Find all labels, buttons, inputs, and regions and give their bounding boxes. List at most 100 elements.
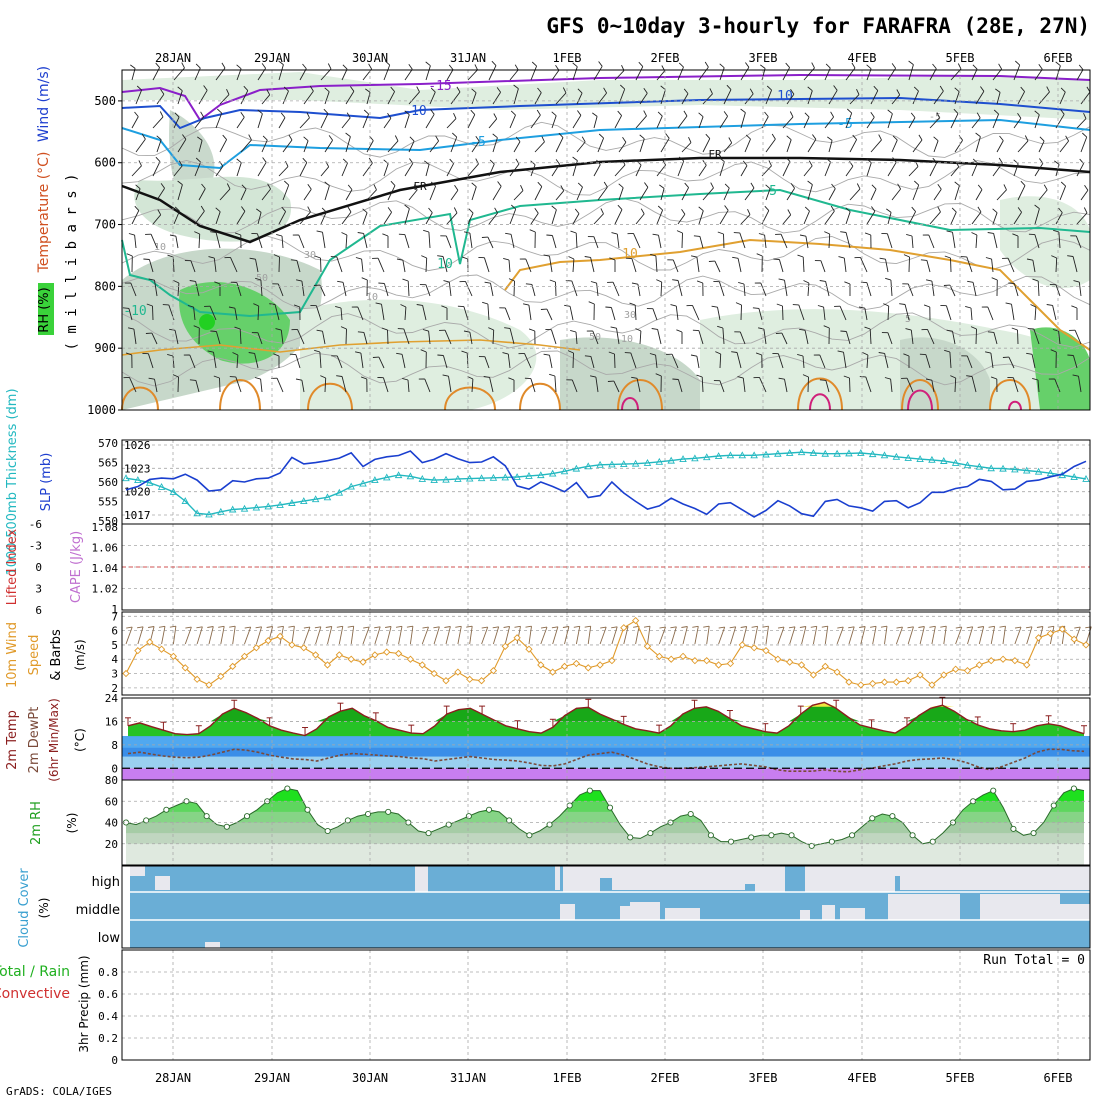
wind-barb — [173, 165, 183, 177]
wind-barb-flag — [846, 108, 853, 114]
wind-barb-flag — [862, 352, 869, 356]
wind-barb-flag — [340, 326, 347, 330]
wind-barb-flag — [347, 206, 352, 213]
wind-barb-flag — [1083, 113, 1087, 119]
wind10m-barb — [682, 626, 688, 645]
wind-barb-flag — [731, 351, 738, 353]
wind-barb-flag — [273, 254, 280, 258]
date-label-top: 2FEB — [651, 51, 680, 65]
wind-barb — [681, 142, 692, 153]
wind-barb — [911, 235, 914, 249]
wind10m-barb — [398, 626, 403, 645]
wind-barb — [407, 280, 410, 297]
wind-barb-flag — [534, 208, 539, 214]
wind-barb — [891, 139, 898, 153]
wind-barb-flag — [208, 256, 215, 259]
wind-barb-flag — [347, 184, 353, 190]
wind-barb — [276, 378, 284, 393]
wind-barb-flag — [543, 254, 550, 257]
wind-barb — [631, 258, 637, 273]
wind10m-barb — [884, 626, 888, 645]
wind-barb — [993, 332, 998, 345]
wind-barb — [320, 166, 330, 177]
wind-barb — [550, 329, 557, 345]
wind-barb — [193, 307, 196, 321]
rh-shading — [1030, 327, 1090, 410]
wind-barb-flag — [596, 159, 601, 165]
wind10m-barb-flag — [492, 626, 499, 629]
wind-barb-flag — [897, 183, 901, 190]
wind-barb — [428, 331, 431, 345]
panel-precip — [121, 949, 1091, 1061]
thickness-point — [631, 459, 640, 467]
wind-barb-flag — [629, 302, 636, 306]
wind-barb — [677, 160, 685, 177]
wind10m-point — [347, 655, 355, 663]
wind-barb-flag — [977, 206, 982, 213]
wind-barb — [593, 213, 604, 225]
wind-barb-flag — [925, 378, 932, 381]
wind-barb-flag — [965, 305, 972, 309]
wind-barb — [315, 305, 322, 321]
cape-tick-label: 1.04 — [92, 562, 119, 575]
wind-barb-flag — [135, 184, 141, 190]
thickness-point — [691, 454, 699, 462]
thickness-point — [916, 455, 924, 463]
thickness-point — [845, 449, 853, 457]
wind-barb-flag — [529, 229, 536, 233]
wind-barb — [387, 185, 396, 201]
wind-barb — [991, 259, 994, 273]
wind-barb-flag — [937, 206, 941, 213]
wind-barb-flag — [491, 60, 497, 66]
wind-barb-flag — [360, 376, 367, 380]
wind10m-barb-flag — [777, 626, 785, 629]
wind-barb — [1059, 91, 1066, 105]
wind10m-point — [857, 681, 865, 689]
wind-barb — [912, 90, 919, 105]
wind-barb — [446, 118, 457, 129]
contour-label: 10 — [154, 242, 166, 253]
wind-barb-flag — [785, 62, 790, 68]
wind-barb-flag — [954, 181, 960, 187]
wind10m-point — [323, 661, 332, 669]
wind-barb — [971, 117, 981, 129]
wind-barb-flag — [122, 307, 129, 309]
wind-barb-flag — [656, 279, 662, 283]
wind-barb-flag — [804, 112, 810, 118]
wind-barb — [722, 327, 725, 345]
pressure-tick-label: 700 — [94, 218, 116, 232]
wind-barb — [660, 89, 666, 105]
wind-barb — [446, 163, 454, 177]
wind-barb — [891, 188, 901, 201]
wind-barb-flag — [892, 157, 897, 163]
cloud-cover-gap — [415, 866, 428, 892]
wind10m-barb-flag — [999, 625, 1006, 628]
wind-barb — [278, 211, 286, 225]
cloud-level-label: middle — [76, 903, 120, 918]
wind-barb-flag — [631, 376, 638, 379]
wind-barb-flag — [787, 209, 792, 216]
wind-barb — [387, 329, 389, 345]
wind-barb — [450, 136, 458, 153]
wind-barb — [1078, 282, 1082, 297]
wind10m-barb — [931, 626, 936, 645]
thickness-tick-label: 570 — [98, 437, 118, 450]
wind10m-barb — [504, 626, 511, 645]
wind-barb-flag — [363, 109, 369, 115]
wind-barb — [887, 162, 897, 177]
wind10m-point — [738, 641, 746, 649]
wind-barb — [860, 257, 868, 273]
wind-barb — [278, 117, 286, 129]
wind10m-barb-flag — [525, 625, 532, 628]
date-label-bottom: 4FEB — [848, 1071, 877, 1085]
wind-barb-flag — [504, 327, 511, 329]
wind10m-barb — [516, 626, 521, 645]
wind-barb-flag — [622, 136, 627, 143]
wind-barb — [278, 64, 284, 81]
wind-barb — [404, 163, 414, 177]
date-label-bottom: 2FEB — [651, 1071, 680, 1085]
wind-barb — [492, 92, 501, 105]
wind-barb-flag — [884, 377, 891, 380]
thickness-point — [880, 451, 889, 459]
wind-barb — [340, 307, 343, 321]
